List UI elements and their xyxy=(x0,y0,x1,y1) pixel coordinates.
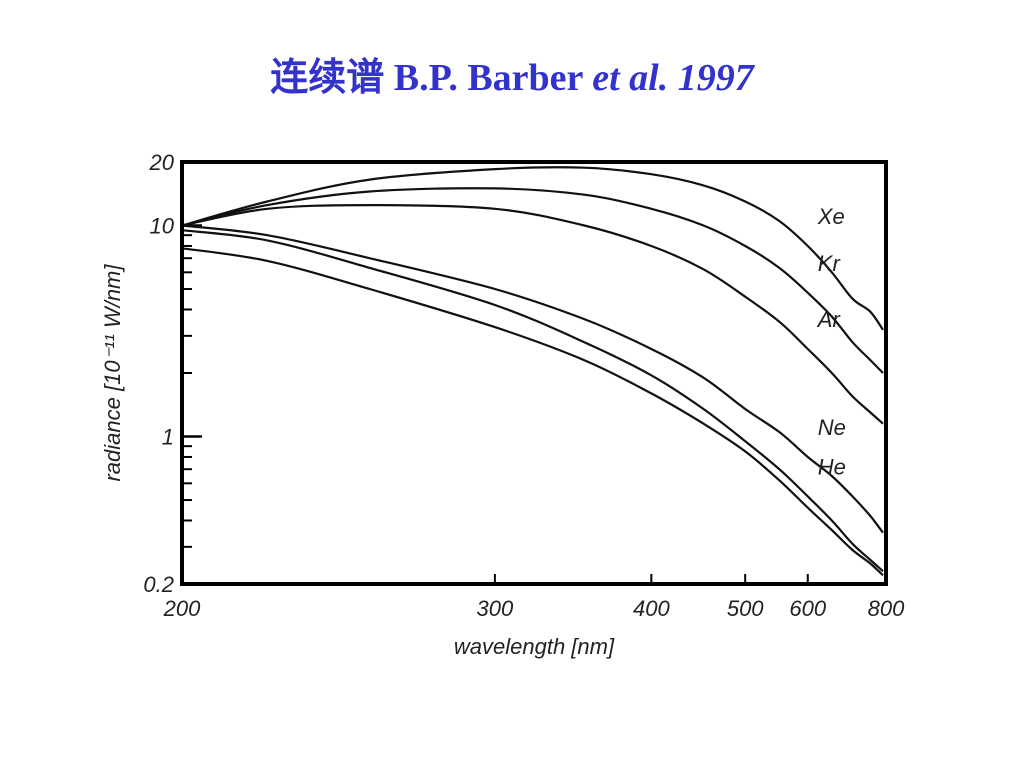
series-line-kr xyxy=(181,187,884,374)
series-label-he: He xyxy=(818,454,846,479)
series-label-ar: Ar xyxy=(816,307,842,332)
x-axis-label: wavelength [nm] xyxy=(454,634,615,659)
x-tick-label: 600 xyxy=(789,596,826,621)
y-axis-label: radiance [10⁻¹¹ W/nm] xyxy=(100,264,125,482)
y-tick-label: 10 xyxy=(150,214,175,239)
x-tick-label: 400 xyxy=(633,596,670,621)
series-label-kr: Kr xyxy=(818,251,842,276)
series-label-ne: Ne xyxy=(818,415,846,440)
x-tick-label: 500 xyxy=(727,596,764,621)
title-main: 连续谱 B.P. Barber xyxy=(270,57,593,99)
series-line-he xyxy=(181,229,884,573)
series-line-xe xyxy=(181,166,884,331)
title-etal: et al. xyxy=(592,57,669,99)
title-year: 1997 xyxy=(668,57,754,99)
series-line-ar xyxy=(181,204,884,425)
series-line-unlabeled-5 xyxy=(181,247,884,577)
series-line-ne xyxy=(181,224,884,534)
series-label-xe: Xe xyxy=(817,204,845,229)
y-tick-label: 1 xyxy=(162,425,174,450)
x-tick-label: 300 xyxy=(477,596,514,621)
y-tick-label: 20 xyxy=(149,150,175,175)
plot-frame xyxy=(180,160,888,586)
x-tick-label: 200 xyxy=(163,596,201,621)
x-tick-label: 800 xyxy=(868,596,905,621)
y-tick-label: 0.2 xyxy=(143,572,174,597)
page-title: 连续谱 B.P. Barber et al. 1997 xyxy=(0,46,1024,101)
